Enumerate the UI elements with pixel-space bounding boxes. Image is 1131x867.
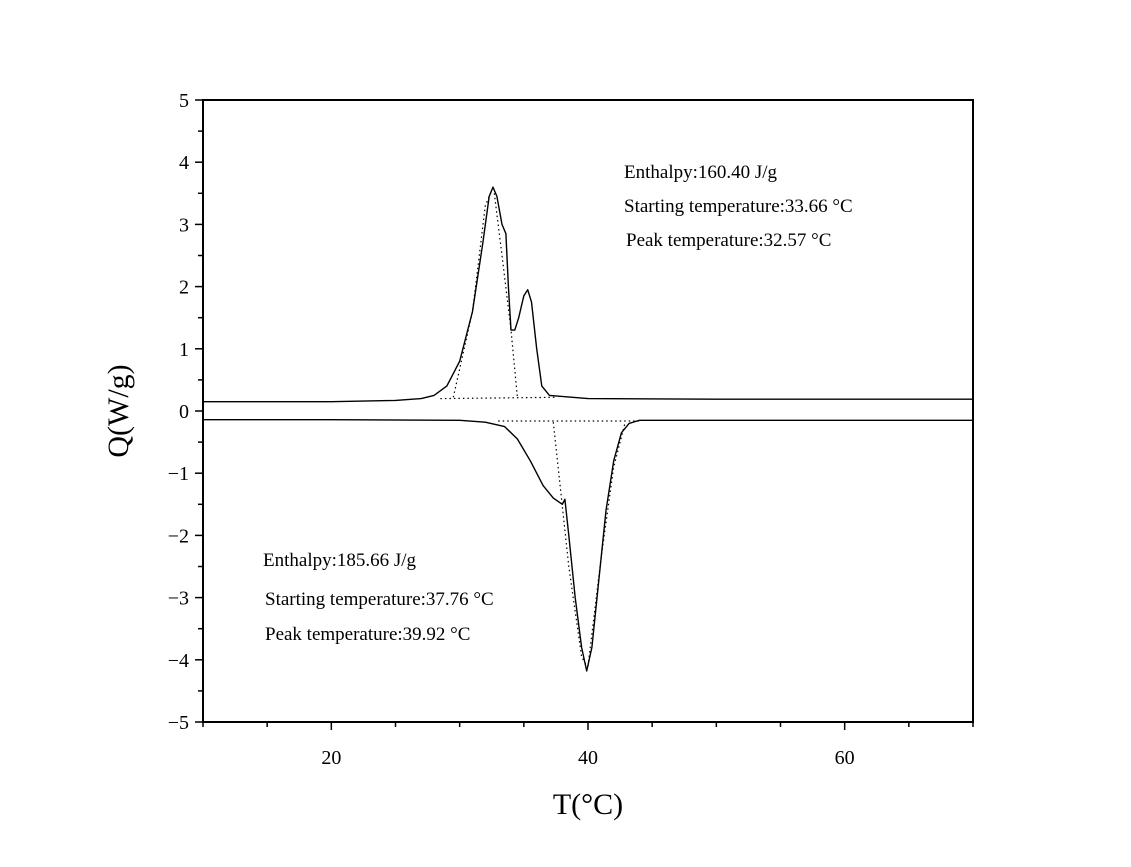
cooling-fit-left (552, 422, 588, 667)
heating-baseline (440, 396, 556, 400)
curve-layer (203, 186, 973, 672)
y-tick-label: −1 (168, 463, 189, 485)
cooling-fit-right (587, 422, 626, 667)
heating-curve (203, 186, 973, 403)
y-tick-label: 3 (179, 214, 189, 236)
cooling-curve (203, 419, 973, 672)
x-tick-label: 20 (321, 747, 341, 769)
x-axis: 20 40 60 (202, 722, 974, 769)
cooling-start-temperature-annotation: Starting temperature:37.76 °C (265, 589, 494, 610)
y-tick-label: 5 (179, 90, 189, 112)
heating-peak-temperature-annotation: Peak temperature:32.57 °C (626, 230, 831, 251)
y-tick-label: −3 (168, 588, 189, 610)
y-tick-label: 4 (179, 152, 189, 174)
cooling-enthalpy-annotation: Enthalpy:185.66 J/g (263, 550, 417, 571)
heating-peak1-fit-right (493, 193, 518, 398)
y-axis: 5 4 3 2 1 0 −1 −2 −3 −4 −5 (168, 90, 203, 734)
x-axis-title: T(°C) (553, 788, 623, 821)
heating-start-temperature-annotation: Starting temperature:33.66 °C (624, 196, 853, 217)
y-tick-label: 2 (179, 277, 189, 299)
x-tick-label: 40 (578, 747, 598, 769)
heating-enthalpy-annotation: Enthalpy:160.40 J/g (624, 162, 778, 183)
heating-peak1-fit-left (452, 189, 493, 398)
y-tick-label: 1 (179, 339, 189, 361)
y-tick-label: −5 (168, 712, 189, 734)
x-tick-label: 60 (835, 747, 855, 769)
cooling-peak-temperature-annotation: Peak temperature:39.92 °C (265, 624, 470, 645)
y-tick-label: 0 (179, 401, 189, 423)
y-tick-label: −4 (168, 650, 189, 672)
y-tick-label: −2 (168, 525, 189, 547)
y-axis-title: Q(W/g) (102, 364, 135, 457)
